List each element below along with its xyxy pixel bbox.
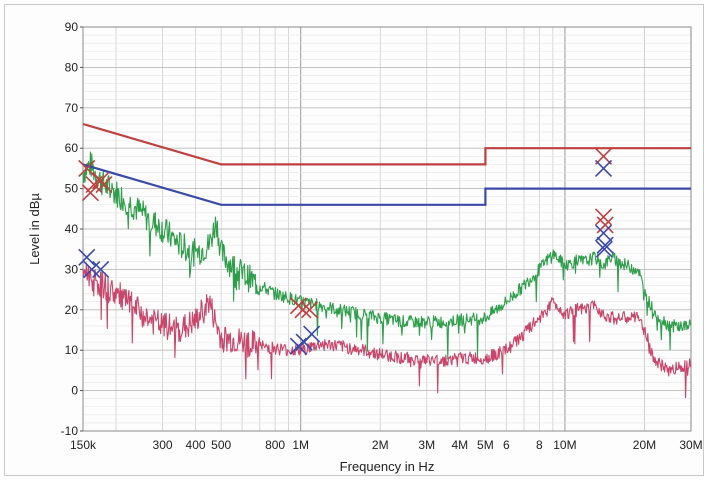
peak-marker <box>83 260 101 278</box>
y-tick-label: 60 <box>65 141 79 155</box>
series-group <box>82 122 692 399</box>
peak-marker <box>595 240 613 258</box>
limit-line-1 <box>82 163 691 206</box>
x-tick-label: 20M <box>633 438 656 452</box>
x-tick-label: 150k <box>70 438 97 452</box>
y-tick-label: 70 <box>65 101 79 115</box>
marker-stroke <box>78 159 96 177</box>
peak-marker <box>594 147 613 165</box>
x-tick-label: 800 <box>265 438 285 452</box>
y-tick-label: 40 <box>65 222 79 236</box>
y-tick-label: 90 <box>65 20 79 34</box>
marker-stroke <box>83 260 101 278</box>
grid <box>82 26 692 432</box>
series-trace-2 <box>82 151 692 360</box>
marker-stroke <box>594 159 613 177</box>
x-tick-label: 10M <box>553 438 576 452</box>
x-tick-label: 500 <box>211 438 231 452</box>
series-trace-3 <box>82 262 692 399</box>
marker-stroke <box>594 147 613 165</box>
limit-line-0 <box>82 122 691 166</box>
x-tick-label: 30M <box>679 438 702 452</box>
y-tick-label: -10 <box>61 424 79 438</box>
y-tick-label: 20 <box>65 303 79 317</box>
y-tick-label: 10 <box>65 343 79 357</box>
y-tick-label: 80 <box>65 60 79 74</box>
peak-marker <box>303 325 321 343</box>
x-tick-label: 6 <box>503 438 510 452</box>
marker-stroke <box>95 175 113 194</box>
peak-marker <box>95 175 113 194</box>
y-axis-title: Level in dBµ <box>27 193 42 265</box>
chart-frame: -10 0 10 20 30 40 50 60 70 80 90 150k 300 400 500 800 1M… <box>4 4 704 476</box>
peak-marker <box>594 159 613 177</box>
peak-marker <box>596 236 614 254</box>
x-axis-title: Frequency in Hz <box>340 459 435 474</box>
marker-stroke <box>92 260 110 278</box>
marker-stroke <box>596 236 614 254</box>
x-tick-label: 5M <box>477 438 494 452</box>
tick-labels: -10 0 10 20 30 40 50 60 70 80 90 150k 300 400 500 800 1M… <box>61 20 703 452</box>
peak-marker <box>294 301 312 319</box>
peak-marker <box>92 260 110 278</box>
x-tick-label: 300 <box>153 438 173 452</box>
x-tick-label: 400 <box>186 438 206 452</box>
x-tick-label: 3M <box>418 438 435 452</box>
y-tick-label: 30 <box>65 262 79 276</box>
y-tick-label: 50 <box>65 182 79 196</box>
marker-stroke <box>300 301 319 319</box>
marker-stroke <box>303 325 321 343</box>
x-tick-label: 1M <box>292 438 309 452</box>
chart: -10 0 10 20 30 40 50 60 70 80 90 150k 300 400 500 800 1M… <box>27 20 703 474</box>
x-tick-label: 4M <box>451 438 468 452</box>
marker-stroke <box>595 240 613 258</box>
marker-stroke <box>594 208 613 226</box>
x-tick-label: 8 <box>536 438 543 452</box>
marker-stroke <box>78 248 96 266</box>
y-tick-label: 0 <box>71 384 78 398</box>
peak-marker <box>300 301 319 319</box>
peak-marker <box>78 159 96 177</box>
x-tick-label: 2M <box>372 438 389 452</box>
peak-marker <box>78 248 96 266</box>
marker-stroke <box>294 301 312 319</box>
marker-group <box>78 147 614 355</box>
